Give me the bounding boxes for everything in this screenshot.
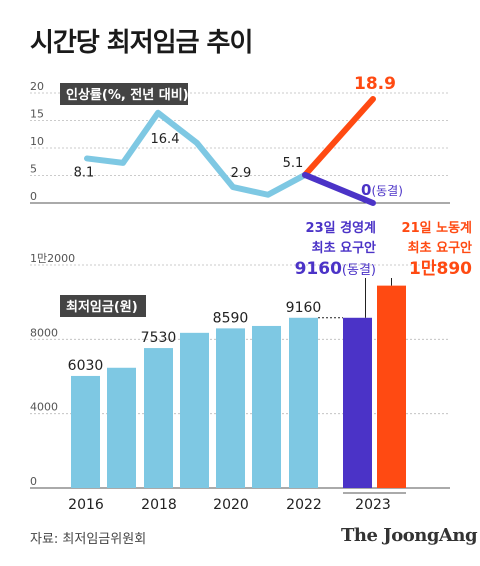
bar-2016 <box>71 375 100 488</box>
mgmt-proposal-value-line: 9160(동결) <box>266 259 376 281</box>
bar-chart-legend: 최저임금(원) <box>60 295 146 317</box>
bar-chart-x-labels: 2016 2018 2020 2022 2023 <box>68 492 406 513</box>
mgmt-proposal-suffix: (동결) <box>341 263 376 278</box>
line-chart-labels: 8.1 16.4 2.9 5.1 18.9 0(동결) <box>74 74 403 199</box>
bar-y-tick-label: 1만2000 <box>30 252 75 265</box>
bar-2023-노동계 <box>377 285 406 488</box>
mgmt-proposal-annotation: 23일 경영계 최초 요구안 9160(동결) <box>266 219 376 281</box>
bar-2023-경영계 <box>343 317 372 488</box>
bar-2021 <box>252 325 281 488</box>
line-legend-label: 인상률(%, 전년 대비) <box>66 87 189 103</box>
labor-proposal-title-1: 21일 노동계 <box>401 221 472 236</box>
labor-proposal-title-2: 최초 요구안 <box>407 241 472 256</box>
line-point-label: 5.1 <box>283 156 304 171</box>
mgmt-proposal-title-2: 최초 요구안 <box>311 241 376 256</box>
publisher-logo: The JoongAng <box>341 525 478 546</box>
bar-y-tick-label: 8000 <box>30 326 58 339</box>
bar-chart-labels: 6030 7530 8590 9160 <box>68 300 322 374</box>
bar-2022 <box>289 317 318 488</box>
line-chart-legend: 인상률(%, 전년 대비) <box>60 83 189 105</box>
source-note: 자료: 최저임금위원회 <box>30 532 147 547</box>
line-point-label: 8.1 <box>74 165 95 180</box>
bar-data-label: 9160 <box>286 300 322 316</box>
bar-chart-bars <box>71 278 406 488</box>
bar-legend-box <box>60 295 146 317</box>
mgmt-proposal-value: 9160 <box>294 259 342 279</box>
bar-data-label: 6030 <box>68 358 104 374</box>
bar-x-label: 2022 <box>286 497 322 513</box>
line-point-label: 2.9 <box>231 166 252 181</box>
bar-2018 <box>144 348 173 488</box>
bar-x-label: 2018 <box>141 497 177 513</box>
bar-2017 <box>107 367 136 488</box>
mgmt-proposal-title-1: 23일 경영계 <box>305 221 376 236</box>
line-chart-axis: 20 15 10 5 0 <box>30 80 450 204</box>
chart-title: 시간당 최저임금 추이 <box>30 28 253 58</box>
bar-data-label: 7530 <box>141 330 177 346</box>
bar-x-label: 2020 <box>213 497 249 513</box>
line-y-tick-label: 0 <box>30 190 37 203</box>
bar-x-label: 2016 <box>68 497 104 513</box>
labor-proposal-annotation: 21일 노동계 최초 요구안 1만890 <box>372 219 472 279</box>
line-legend-box <box>60 83 188 105</box>
bar-y-tick-label: 4000 <box>30 401 58 414</box>
line-y-tick-label: 10 <box>30 135 44 148</box>
line-label-mgmt: 0(동결) <box>361 181 403 199</box>
line-y-tick-label: 5 <box>30 163 37 176</box>
line-label-mgmt-suffix: (동결) <box>371 184 402 198</box>
bar-data-label: 8590 <box>213 310 249 326</box>
line-point-label: 16.4 <box>151 132 180 147</box>
line-series-mgmt <box>302 171 376 206</box>
bar-2020 <box>216 328 245 488</box>
bar-x-label: 2023 <box>355 497 391 513</box>
labor-proposal-value: 1만890 <box>409 259 472 279</box>
bar-2019 <box>180 332 209 488</box>
line-y-tick-label: 15 <box>30 108 44 121</box>
line-series-labor <box>302 96 376 178</box>
line-y-tick-label: 20 <box>30 80 44 93</box>
line-chart-series <box>84 96 376 206</box>
line-label-labor: 18.9 <box>354 74 396 94</box>
bar-legend-label: 최저임금(원) <box>66 300 138 315</box>
line-series-rate <box>84 109 308 198</box>
bar-y-tick-label: 0 <box>30 475 37 488</box>
